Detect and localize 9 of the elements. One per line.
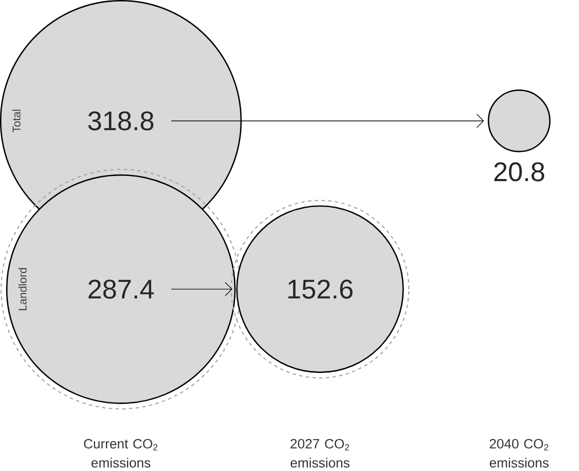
category-label: 2040 CO$_{2}$ emissions	[490, 438, 549, 468]
data-label: 20.8	[494, 162, 544, 182]
data-label: 318.8	[88, 111, 154, 130]
data-label: 152.6	[288, 279, 353, 299]
series-label: Landlord	[18, 268, 27, 310]
series-label: Total	[12, 110, 21, 132]
category-label: 2027 CO$_{2}$ emissions	[290, 438, 350, 468]
data-label: 287.4	[88, 279, 154, 299]
category-label: Current CO$_{2}$ emissions	[84, 438, 158, 468]
